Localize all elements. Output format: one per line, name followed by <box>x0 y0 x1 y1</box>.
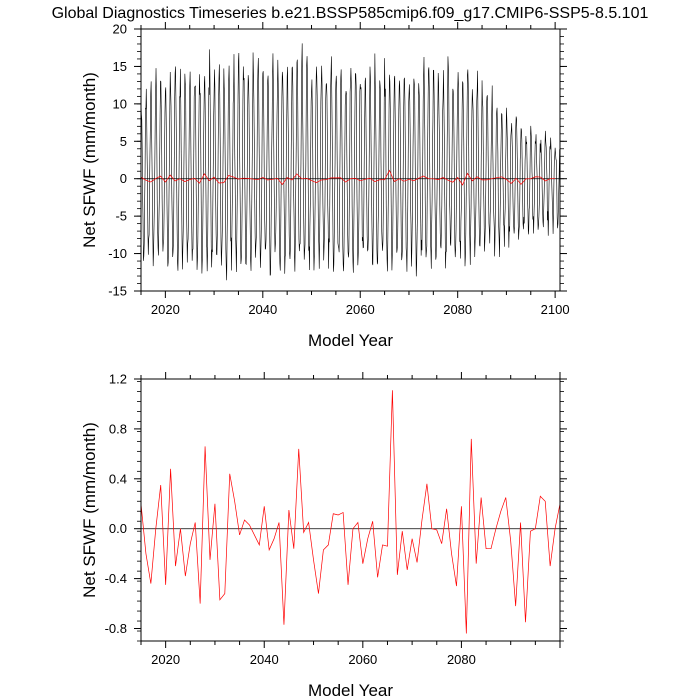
annual-series-line <box>141 169 556 186</box>
y-tick-label: -10 <box>108 246 127 261</box>
x-axis-title: Model Year <box>308 681 393 700</box>
x-tick-label: 2040 <box>250 652 279 667</box>
x-tick-label: 2060 <box>346 302 375 317</box>
y-tick-label: -5 <box>115 209 127 224</box>
x-tick-label: 2080 <box>443 302 472 317</box>
y-tick-label: -0.8 <box>105 621 127 636</box>
y-axis-title: Net SFWF (mm/month) <box>80 422 99 598</box>
y-tick-label: 0 <box>120 171 127 186</box>
x-tick-label: 2020 <box>151 652 180 667</box>
y-tick-label: 1.2 <box>109 372 127 387</box>
y-tick-label: -15 <box>108 284 127 299</box>
x-tick-label: 2100 <box>541 302 570 317</box>
x-tick-label: 2040 <box>248 302 277 317</box>
y-tick-label: 0.4 <box>109 471 127 486</box>
y-tick-label: 10 <box>113 96 127 111</box>
plot-area <box>141 390 560 634</box>
y-tick-label: -0.4 <box>105 571 127 586</box>
top-panel: 2020 2040 2060 2080 2100 -15 -10 -5 0 5 10 15 20 Mode… <box>80 22 570 351</box>
monthly-series-line <box>141 43 560 281</box>
y-tick-label: 0.0 <box>109 521 127 536</box>
plot-area <box>141 43 560 281</box>
x-tick-label: 2060 <box>348 652 377 667</box>
y-tick-label: 0.8 <box>109 421 127 436</box>
plot-frame <box>140 378 561 642</box>
y-tick-label: 20 <box>113 22 127 37</box>
bottom-panel: 2020 2040 2060 2080 -0.8 -0.4 0.0 0.4 0.8 1.2 Mode… <box>80 372 567 700</box>
y-tick-label: 15 <box>113 59 127 74</box>
y-tick-label: 5 <box>120 134 127 149</box>
y-axis-title: Net SFWF (mm/month) <box>80 72 99 248</box>
x-tick-label: 2080 <box>447 652 476 667</box>
x-axis-title: Model Year <box>308 331 393 350</box>
annual-series-line <box>141 390 560 634</box>
chart-title: Global Diagnostics Timeseries b.e21.BSSP… <box>52 5 649 22</box>
x-tick-label: 2020 <box>151 302 180 317</box>
plot-frame <box>140 28 561 292</box>
